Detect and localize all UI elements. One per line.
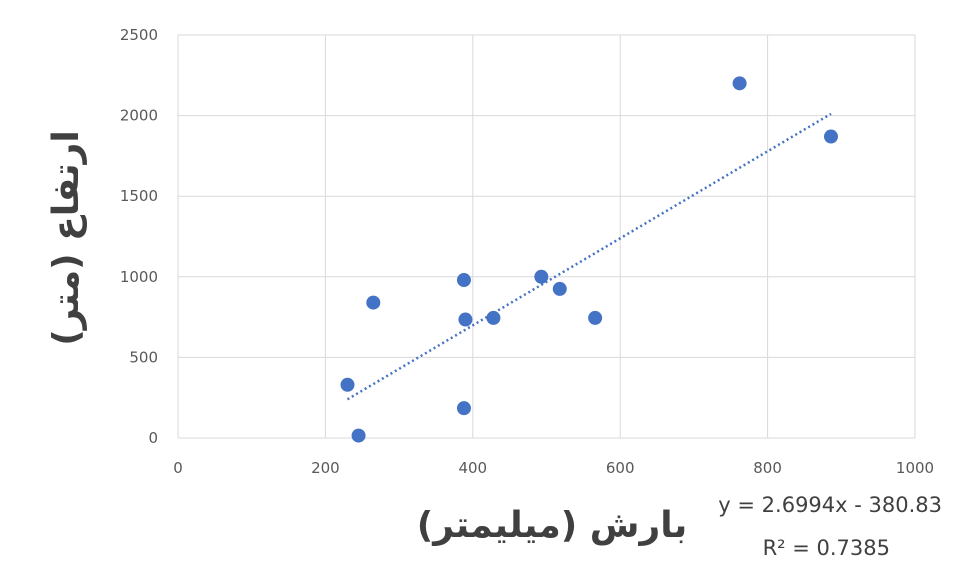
x-axis-title: بارش (میلیمتر) xyxy=(417,505,687,546)
data-points xyxy=(340,76,838,443)
y-tick-label: 2000 xyxy=(120,107,158,125)
data-point xyxy=(366,295,381,310)
trendline-equation: y = 2.6994x - 380.83 xyxy=(718,493,942,517)
y-tick-label: 1000 xyxy=(120,268,158,286)
tick-labels: 0 500 1000 1500 2000 2500 0 200 400 600 800 1000 xyxy=(120,26,934,477)
x-tick-label: 1000 xyxy=(896,459,934,477)
data-point xyxy=(351,428,366,443)
r-squared-label: R² = 0.7385 xyxy=(763,536,890,560)
data-point xyxy=(340,377,355,392)
y-tick-label: 0 xyxy=(148,429,158,447)
x-tick-label: 600 xyxy=(606,459,635,477)
data-point xyxy=(534,269,549,284)
trendline-layer xyxy=(346,112,832,401)
trendline xyxy=(346,112,832,401)
x-tick-label: 0 xyxy=(173,459,183,477)
y-tick-label: 2500 xyxy=(120,26,158,44)
data-point xyxy=(732,76,747,91)
x-tick-label: 400 xyxy=(458,459,487,477)
data-point xyxy=(823,129,838,144)
data-point xyxy=(552,281,567,296)
data-point xyxy=(486,310,501,325)
x-tick-label: 200 xyxy=(311,459,340,477)
data-point xyxy=(456,273,471,288)
y-tick-label: 1500 xyxy=(120,187,158,205)
y-tick-label: 500 xyxy=(129,348,158,366)
y-axis-title: ارتفاع (متر) xyxy=(46,130,87,345)
x-tick-label: 800 xyxy=(753,459,782,477)
data-point xyxy=(458,312,473,327)
data-point xyxy=(588,310,603,325)
data-point xyxy=(456,401,471,416)
